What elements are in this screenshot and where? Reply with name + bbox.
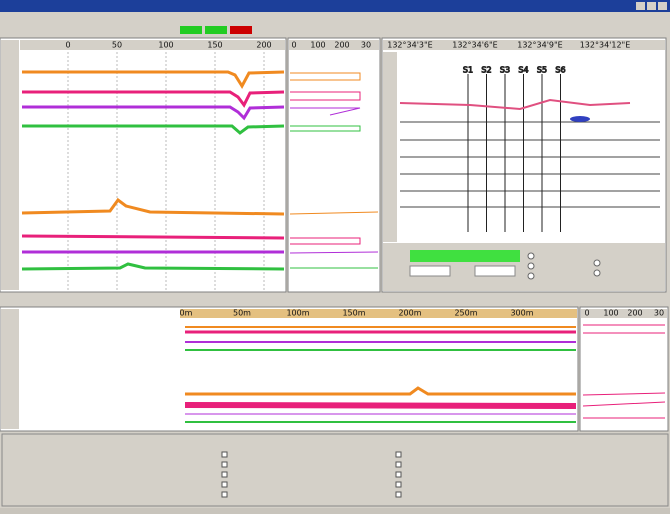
status-bar: [0, 508, 670, 514]
channel-labels: [1, 309, 19, 429]
ruler-label: 200: [334, 41, 349, 50]
ruler-label: 100: [158, 41, 173, 50]
control-panel: [1, 433, 669, 507]
marker-label: S4: [518, 66, 528, 75]
waveform-panel: [0, 37, 287, 293]
ruler: [180, 309, 577, 318]
ruler-label: 0: [584, 309, 589, 318]
ruler-label: 200: [627, 309, 642, 318]
marker-label: S1: [463, 66, 473, 75]
position-marker: [570, 116, 590, 122]
input-field[interactable]: [474, 265, 516, 277]
ruler-label: 0m: [180, 309, 193, 318]
marker-label: S6: [555, 66, 565, 75]
checkboxes[interactable]: [221, 451, 402, 498]
channel-labels: [1, 40, 19, 290]
toolbar-button[interactable]: [205, 26, 227, 34]
ruler-label: 100: [603, 309, 618, 318]
waveforms: [21, 70, 285, 271]
title-bar: [0, 0, 670, 12]
min-button[interactable]: [636, 2, 645, 10]
ruler: [20, 40, 285, 50]
ruler-label: 132°34'12"E: [580, 41, 631, 50]
ruler-label: 100: [310, 41, 325, 50]
ruler-label: 150: [207, 41, 222, 50]
ruler-label: 30: [654, 309, 664, 318]
ruler-label: 250m: [454, 309, 477, 318]
ruler-label: 132°34'3"E: [387, 41, 432, 50]
ruler-label: 300m: [510, 309, 533, 318]
ruler-label: 50: [112, 41, 122, 50]
ruler-label: 132°34'6"E: [452, 41, 497, 50]
ruler: [581, 309, 667, 318]
ruler: [289, 40, 379, 50]
ruler-label: 150m: [342, 309, 365, 318]
ruler-label: 50m: [233, 309, 251, 318]
marker-label: S3: [500, 66, 510, 75]
ruler-label: 100m: [286, 309, 309, 318]
track-line: [399, 98, 631, 111]
ruler-label: 200: [256, 41, 271, 50]
ruler-label: 0: [291, 41, 296, 50]
bottom-waveform-panel: [0, 306, 579, 432]
menu-bar: [0, 12, 670, 24]
map-axis: [383, 52, 397, 242]
close-button[interactable]: [658, 2, 667, 10]
ruler: [383, 40, 665, 50]
marker-label: S5: [537, 66, 547, 75]
coord-field: [410, 250, 520, 262]
marker-label: S2: [481, 66, 491, 75]
max-button[interactable]: [647, 2, 656, 10]
ruler-label: 0: [65, 41, 70, 50]
bottom-side-panel: [579, 306, 669, 432]
toolbar-button[interactable]: [180, 26, 202, 34]
side-panel: [287, 37, 381, 293]
toolbar-button[interactable]: [230, 26, 252, 34]
side-traces: [289, 72, 379, 269]
ruler-label: 132°34'9"E: [517, 41, 562, 50]
ruler-label: 200m: [398, 309, 421, 318]
bottom-waveforms: [184, 324, 666, 423]
ruler-label: 30: [361, 41, 371, 50]
input-field[interactable]: [409, 265, 451, 277]
toolbar: [0, 296, 670, 307]
